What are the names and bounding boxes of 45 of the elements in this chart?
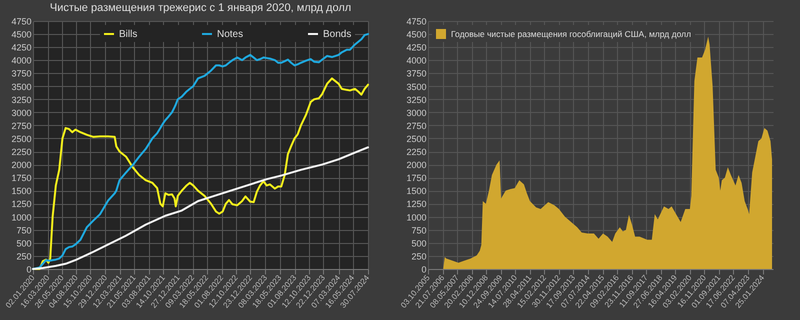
legend-label: Годовые чистые размещения гособлигаций США, млрд долл — [451, 29, 692, 39]
y-tick-label: 3500 — [11, 82, 32, 92]
y-tick-label: 500 — [16, 238, 32, 248]
y-tick-label: 3500 — [406, 82, 426, 92]
y-tick-label: 2750 — [11, 120, 32, 131]
y-tick-label: 750 — [411, 225, 426, 236]
y-tick-label: 3250 — [11, 94, 32, 105]
y-tick-label: 4000 — [11, 56, 32, 66]
y-tick-label: 1250 — [11, 199, 32, 210]
y-tick-label: 1750 — [11, 173, 32, 184]
y-tick-label: 3750 — [11, 68, 32, 79]
y-tick-label: 1000 — [11, 212, 32, 222]
y-tick-label: 2750 — [406, 120, 426, 131]
legend-label: Bonds — [323, 29, 352, 40]
y-tick-label: 4250 — [406, 42, 426, 53]
y-tick-label: 1500 — [406, 186, 426, 196]
y-tick-label: 1750 — [406, 173, 426, 184]
y-tick-label: 2000 — [11, 160, 32, 170]
y-tick-label: 0 — [26, 264, 32, 274]
y-tick-label: 2500 — [11, 134, 32, 144]
y-tick-label: 2250 — [11, 147, 32, 158]
y-tick-label: 0 — [421, 264, 426, 274]
y-tick-label: 3750 — [406, 68, 426, 79]
y-tick-label: 1250 — [406, 199, 426, 210]
y-tick-label: 1000 — [406, 212, 426, 222]
y-tick-label: 750 — [16, 225, 32, 236]
y-tick-label: 4250 — [11, 42, 32, 53]
y-tick-label: 2000 — [406, 160, 426, 170]
y-tick-label: 4750 — [406, 16, 426, 26]
y-tick-label: 250 — [16, 251, 32, 262]
y-tick-label: 2250 — [406, 147, 426, 158]
legend-label: Notes — [217, 29, 244, 40]
y-tick-label: 3250 — [406, 94, 426, 105]
y-tick-label: 3000 — [11, 108, 32, 118]
y-tick-label: 250 — [411, 251, 426, 262]
y-tick-label: 4000 — [406, 56, 426, 66]
y-tick-label: 4750 — [11, 16, 32, 26]
legend-label: Bills — [119, 29, 138, 40]
y-tick-label: 3000 — [406, 108, 426, 118]
y-tick-label: 1500 — [11, 186, 32, 196]
y-tick-label: 500 — [411, 238, 426, 248]
y-tick-label: 4500 — [406, 30, 426, 40]
chart-title: Чистые размещения трежерис с 1 января 2020, млрд долл — [50, 2, 352, 14]
y-tick-label: 2500 — [406, 134, 426, 144]
y-tick-label: 4500 — [11, 30, 32, 40]
